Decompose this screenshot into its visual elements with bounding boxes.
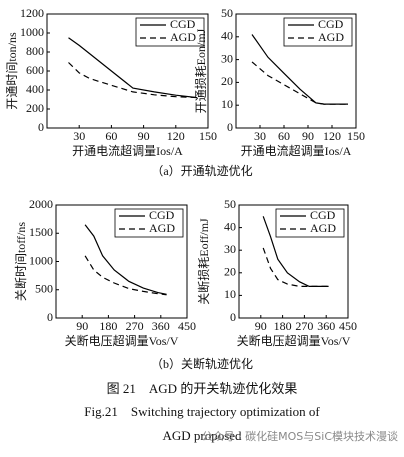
caption-cn: 图 21 AGD 的开关轨迹优化效果 xyxy=(107,381,298,396)
legend-label: AGD xyxy=(170,30,196,44)
x-tick-label: 60 xyxy=(105,129,117,143)
y-axis-label: 开通时间ton/ns xyxy=(5,32,19,110)
x-tick-label: 150 xyxy=(347,129,365,143)
y-axis-label: 开通损耗Eon/mJ xyxy=(194,28,208,113)
legend-label: CGD xyxy=(318,17,344,31)
legend-label: AGD xyxy=(318,30,344,44)
x-tick-label: 180 xyxy=(274,319,292,333)
y-tick-label: 2000 xyxy=(29,197,53,211)
x-tick-label: 270 xyxy=(295,319,313,333)
y-tick-label: 1000 xyxy=(20,25,44,39)
series-line xyxy=(251,61,348,105)
y-tick-label: 0 xyxy=(227,120,233,134)
x-tick-label: 450 xyxy=(339,319,357,333)
x-tick-label: 150 xyxy=(199,129,217,143)
series-line xyxy=(262,216,329,287)
x-tick-label: 270 xyxy=(126,319,144,333)
legend-label: AGD xyxy=(149,221,175,235)
legend-label: AGD xyxy=(310,221,336,235)
y-axis-label: 关断时间toff/ns xyxy=(13,222,28,301)
y-tick-label: 50 xyxy=(224,197,236,211)
subcaption: （b）关断轨迹优化 xyxy=(151,356,253,371)
subcaption: （a）开通轨迹优化 xyxy=(151,164,252,178)
y-tick-label: 30 xyxy=(221,51,233,65)
y-tick-label: 50 xyxy=(221,6,233,20)
y-tick-label: 40 xyxy=(224,219,236,233)
x-tick-label: 120 xyxy=(323,129,341,143)
x-tick-label: 60 xyxy=(278,129,290,143)
x-tick-label: 30 xyxy=(73,129,85,143)
x-tick-label: 180 xyxy=(99,319,117,333)
y-tick-label: 20 xyxy=(224,265,236,279)
x-axis-label: 开通电流超调量Ios/A xyxy=(241,143,352,158)
y-tick-label: 30 xyxy=(224,242,236,256)
y-tick-label: 20 xyxy=(221,74,233,88)
plot-frame xyxy=(238,204,349,319)
y-tick-label: 10 xyxy=(224,287,236,301)
y-tick-label: 40 xyxy=(221,29,233,43)
y-tick-label: 400 xyxy=(26,82,44,96)
legend-label: CGD xyxy=(149,208,175,222)
y-tick-label: 0 xyxy=(47,310,53,324)
y-tick-label: 600 xyxy=(26,63,44,77)
y-tick-label: 1200 xyxy=(20,6,44,20)
legend-box xyxy=(135,17,205,47)
legend-box xyxy=(283,17,353,47)
x-axis-label: 关断电压超调量Vos/V xyxy=(65,333,179,348)
x-tick-label: 450 xyxy=(178,319,196,333)
y-tick-label: 0 xyxy=(38,120,44,134)
x-tick-label: 90 xyxy=(138,129,150,143)
caption-en: Fig.21 Switching trajectory optimization… xyxy=(84,404,320,419)
x-tick-label: 120 xyxy=(167,129,185,143)
watermark: 公众号 · 碳化硅MOS与SiC模块技术漫谈 xyxy=(202,429,398,443)
series-line xyxy=(68,37,198,99)
legend-box xyxy=(275,208,345,238)
y-tick-label: 10 xyxy=(221,97,233,111)
series-line xyxy=(84,255,167,296)
y-axis-label: 关断损耗Eoff/mJ xyxy=(196,218,211,305)
y-tick-label: 200 xyxy=(26,101,44,115)
y-tick-label: 500 xyxy=(35,282,53,296)
series-line xyxy=(68,62,198,99)
x-tick-label: 30 xyxy=(254,129,266,143)
x-axis-label: 关断电压超调量Vos/V xyxy=(237,333,351,348)
series-line xyxy=(84,224,167,295)
legend-label: CGD xyxy=(310,208,336,222)
x-tick-label: 90 xyxy=(76,319,88,333)
x-tick-label: 360 xyxy=(317,319,335,333)
legend-box xyxy=(114,208,184,238)
y-tick-label: 800 xyxy=(26,44,44,58)
y-tick-label: 0 xyxy=(230,310,236,324)
x-tick-label: 360 xyxy=(152,319,170,333)
caption-en: AGD proposed xyxy=(162,428,242,443)
x-tick-label: 90 xyxy=(255,319,267,333)
y-tick-label: 1500 xyxy=(29,225,53,239)
x-tick-label: 90 xyxy=(302,129,314,143)
y-tick-label: 1000 xyxy=(29,253,53,267)
x-axis-label: 开通电流超调量Ios/A xyxy=(72,143,183,158)
series-line xyxy=(262,247,329,287)
plot-frame xyxy=(235,13,357,129)
legend-label: CGD xyxy=(170,17,196,31)
